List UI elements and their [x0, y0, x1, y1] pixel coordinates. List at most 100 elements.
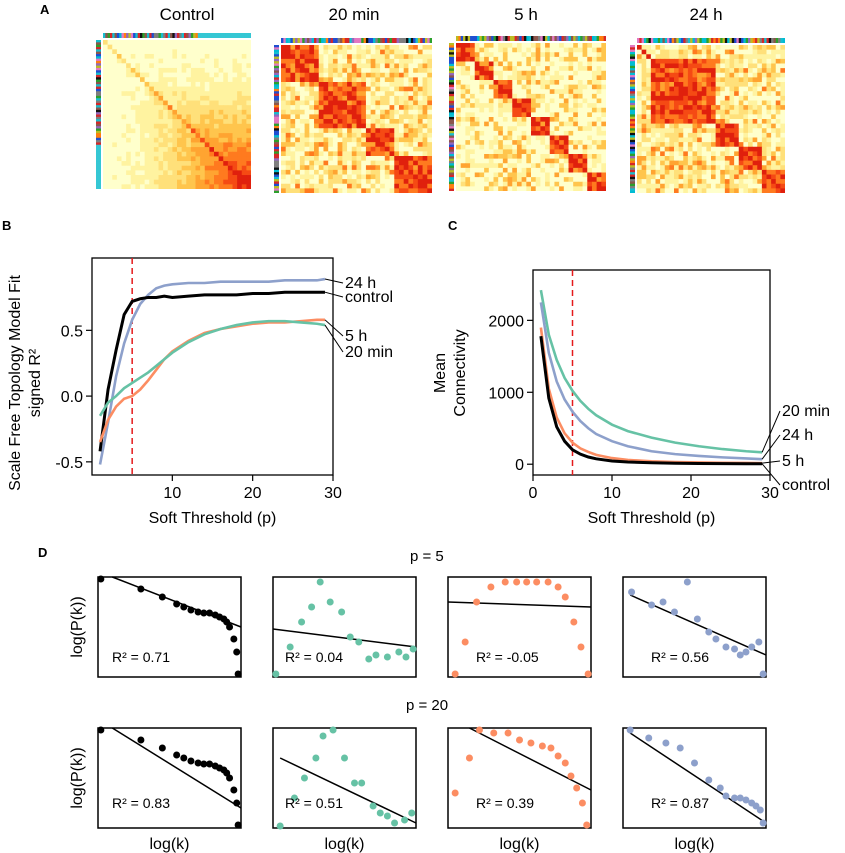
series-line-24-h — [539, 302, 763, 461]
data-point — [662, 739, 670, 747]
data-point — [358, 779, 366, 787]
data-point — [693, 615, 701, 623]
x-axis-label: log(k) — [674, 836, 714, 853]
series-line-control — [539, 335, 763, 466]
heatmap-control — [96, 33, 251, 189]
label-leader — [761, 410, 781, 453]
r-squared-label: R² = 0.39 — [476, 795, 534, 811]
label-leader — [324, 324, 344, 353]
data-point — [523, 578, 531, 586]
series-label-20-min: 20 min — [782, 403, 830, 420]
data-point — [326, 598, 334, 606]
data-point — [230, 635, 238, 643]
data-point — [395, 648, 403, 656]
data-point — [341, 754, 348, 762]
x-tick-label: 20 — [682, 485, 700, 502]
x-axis-label: Soft Threshold (p) — [588, 510, 716, 527]
data-point — [716, 784, 724, 792]
plot-frame — [91, 257, 334, 476]
data-point — [628, 588, 636, 596]
data-point — [319, 732, 327, 740]
data-point — [329, 726, 337, 734]
data-point — [742, 648, 750, 656]
r-squared-label: R² = 0.04 — [285, 649, 343, 665]
x-tick-label: 10 — [163, 485, 181, 502]
data-point — [226, 774, 234, 782]
data-point — [272, 670, 280, 678]
data-point — [206, 609, 214, 617]
label-leader — [761, 434, 781, 460]
data-point — [577, 643, 585, 651]
plot-frame — [532, 269, 771, 476]
data-point — [759, 819, 767, 827]
panel-label-a: A — [40, 2, 50, 17]
data-point — [180, 603, 188, 611]
label-leader — [324, 278, 344, 284]
data-point — [561, 759, 569, 767]
series-line-control — [98, 290, 325, 452]
data-point — [408, 809, 416, 817]
data-point — [200, 760, 208, 768]
data-point — [338, 608, 346, 616]
data-point — [233, 648, 241, 656]
fit-line — [272, 628, 417, 648]
series-label-control: control — [782, 477, 830, 494]
y-tick-label: 0.5 — [61, 323, 83, 340]
y-axis-label: Mean — [432, 353, 449, 393]
data-point — [578, 799, 586, 807]
y-axis-label: Scale Free Topology Model Fit — [7, 275, 24, 491]
data-point — [401, 816, 409, 824]
x-axis-label: log(k) — [149, 836, 189, 853]
data-point — [475, 726, 483, 734]
data-point — [137, 736, 145, 744]
data-point — [372, 651, 380, 659]
heatmap-title-control: Control — [159, 5, 215, 24]
data-point — [173, 600, 181, 608]
y-tick-label: 0 — [515, 457, 524, 474]
x-axis-label: Soft Threshold (p) — [149, 510, 277, 527]
data-point — [573, 784, 581, 792]
data-point — [402, 653, 410, 661]
data-point — [516, 736, 523, 744]
mini-plot-frame — [447, 727, 592, 829]
data-point — [180, 754, 188, 762]
chart-mean-connectivity: 0 10 20 30 0 1000 2000 Soft Threshold (p) 20 min… — [432, 269, 830, 527]
data-point — [626, 726, 634, 734]
data-point — [504, 729, 512, 737]
data-point — [365, 655, 373, 663]
data-point — [691, 759, 698, 767]
y-tick-label: 1000 — [488, 385, 524, 402]
data-point — [137, 585, 145, 593]
mini-plot-frame — [447, 576, 592, 678]
data-point — [561, 593, 569, 601]
series-label-24-h: 24 h — [345, 275, 376, 292]
heatmap-title-20min: 20 min — [328, 5, 380, 24]
data-point — [187, 606, 195, 614]
label-leader — [324, 319, 344, 337]
panel-label-d: D — [38, 545, 48, 560]
y-tick-label: -0.5 — [55, 455, 83, 472]
r-squared-label: R² = -0.05 — [476, 649, 539, 665]
data-point — [97, 575, 105, 583]
fit-line — [447, 601, 592, 608]
series-label-5-h: 5 h — [782, 453, 804, 470]
data-point — [683, 578, 691, 586]
data-point — [312, 754, 320, 762]
y-axis-label: log(P(k)) — [69, 596, 86, 657]
x-tick-label: 10 — [603, 485, 621, 502]
data-point — [300, 774, 308, 782]
heatmap-5h — [449, 36, 606, 191]
series-line-24-h — [98, 277, 326, 465]
r-squared-label: R² = 0.56 — [651, 649, 709, 665]
data-point — [490, 729, 498, 737]
data-point — [748, 643, 756, 651]
chart-scale-free-fit: 10 20 30 -0.5 0.0 0.5 Soft Threshold (p) 24 hco… — [7, 257, 393, 527]
panel-label-b: B — [2, 218, 12, 233]
data-point — [234, 821, 242, 829]
data-point — [187, 757, 195, 765]
data-point — [230, 786, 238, 794]
data-point — [473, 598, 481, 606]
data-point — [158, 593, 166, 601]
heatmap-title-24h: 24 h — [689, 5, 723, 24]
data-point — [451, 670, 459, 678]
